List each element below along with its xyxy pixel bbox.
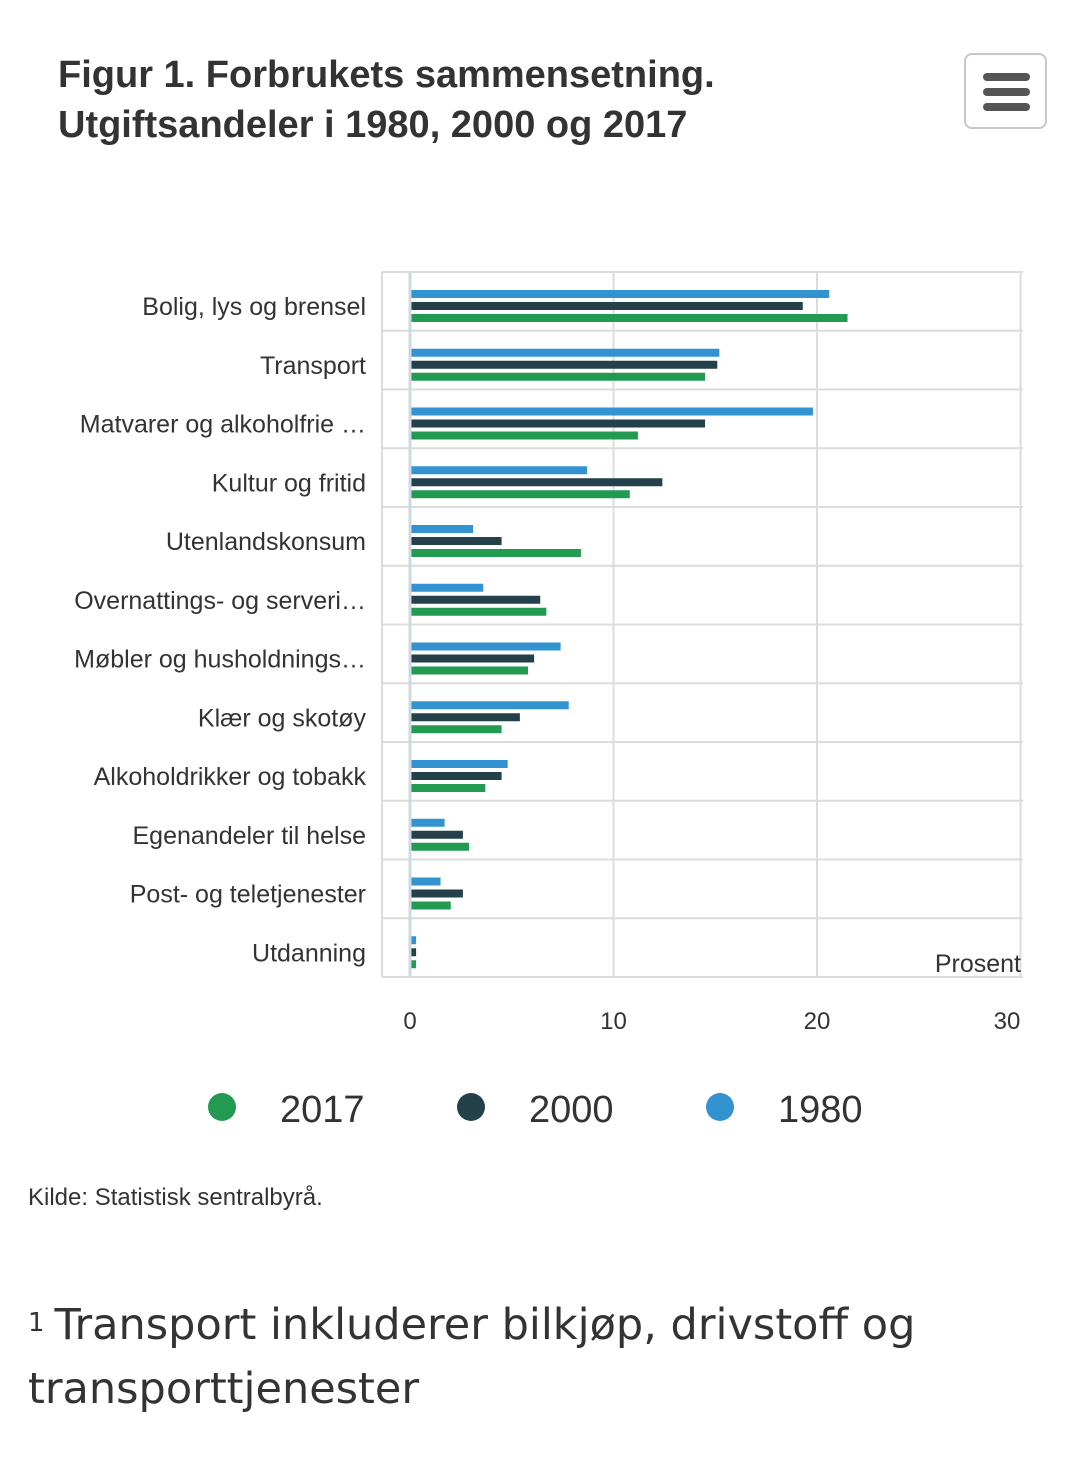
bar-2000-4 [410,478,663,487]
bar-2017-12 [410,960,417,969]
legend-dot-1980 [706,1093,734,1121]
source-note: Kilde: Statistisk sentralbyrå. [28,1184,323,1211]
bar-2017-7 [410,666,529,675]
bar-1980-8 [410,701,569,710]
bar-1980-5 [410,525,474,533]
bar-2000-3 [410,419,706,428]
bar-2000-7 [410,654,535,663]
category-label: Egenandeler til helse [133,822,367,850]
bar-2017-2 [410,372,706,381]
legend-label-2017: 2017 [280,1089,365,1131]
bar-2000-5 [410,537,502,545]
bar-2017-6 [410,607,547,616]
x-tick-label: 20 [804,1008,831,1035]
category-label: Kultur og fritid [212,469,366,497]
bar-1980-10 [410,818,445,827]
category-label: Utenlandskonsum [166,528,366,556]
category-label: Utdanning [252,939,366,967]
category-label: Post- og teletjenester [130,881,366,909]
bar-1980-1 [410,290,830,298]
category-label: Møbler og husholdnings… [74,646,366,674]
bar-2017-9 [410,784,486,792]
chart-menu-button[interactable] [964,53,1047,129]
bar-1980-2 [410,348,720,357]
legend-label-1980: 1980 [778,1089,863,1131]
category-label: Klær og skotøy [198,704,367,732]
bar-1980-6 [410,583,484,592]
footnote-text: Transport inkluderer bilkjøp, drivstoff … [28,1300,916,1414]
bars [410,290,848,969]
footnote-marker: 1 [28,1308,45,1338]
bar-1980-12 [410,936,417,945]
bar-2000-2 [410,360,718,369]
bar-2000-10 [410,830,463,839]
bar-chart: Bolig, lys og brensel Transport Matvarer o… [74,271,1023,1035]
bar-2017-11 [410,901,451,910]
bar-2017-8 [410,725,502,734]
bar-2000-12 [410,948,417,957]
title-line-1: Figur 1. Forbrukets sammensetning. [58,54,715,96]
category-label: Bolig, lys og brensel [142,293,366,321]
bar-2000-6 [410,595,541,604]
x-axis-title: Prosent [935,950,1021,978]
bar-1980-9 [410,760,508,768]
x-tick-label: 10 [600,1008,627,1035]
footnote: 1 Transport inkluderer bilkjøp, drivstoff… [28,1293,1058,1421]
chart-title: Figur 1. Forbrukets sammensetning. Utgif… [58,50,918,150]
legend-dot-2000 [457,1093,485,1121]
bar-2000-11 [410,889,463,898]
category-label: Alkoholdrikker og tobakk [94,763,367,791]
bar-2000-9 [410,772,502,780]
bar-1980-7 [410,642,561,651]
x-tick-label: 0 [403,1008,416,1035]
bar-2017-3 [410,431,638,440]
bar-2017-4 [410,490,630,499]
bar-1980-11 [410,877,441,886]
category-label: Transport [260,352,366,380]
legend-label-2000: 2000 [529,1089,614,1131]
grid [381,271,1023,978]
bar-2000-1 [410,302,803,310]
category-label: Overnattings- og serveri… [74,587,366,615]
bar-2017-1 [410,314,848,322]
bar-2017-10 [410,842,470,851]
legend-dot-2017 [208,1093,236,1121]
bar-2000-8 [410,713,520,722]
title-line-2: Utgiftsandeler i 1980, 2000 og 2017 [58,104,688,146]
category-label: Matvarer og alkoholfrie … [80,411,366,439]
bar-2017-5 [410,549,581,557]
bar-1980-4 [410,466,588,475]
bar-1980-3 [410,407,813,416]
x-tick-label: 30 [994,1008,1021,1035]
